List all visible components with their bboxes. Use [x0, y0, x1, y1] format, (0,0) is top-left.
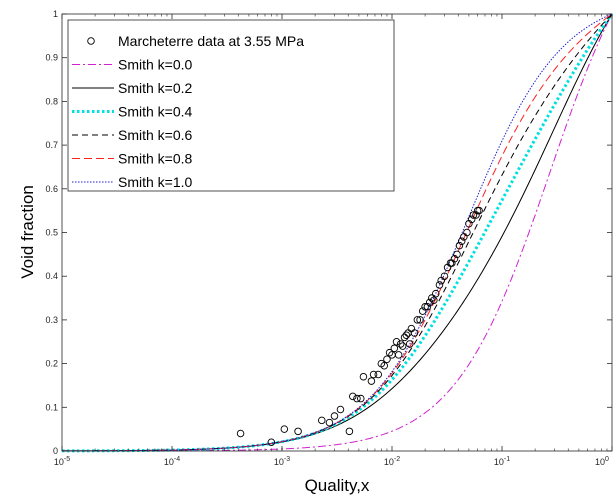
data-point — [345, 427, 354, 436]
y-tick-label: 0.9 — [45, 53, 58, 63]
data-point — [423, 303, 432, 311]
data-points — [236, 206, 483, 447]
data-point — [367, 377, 376, 385]
data-point — [450, 254, 459, 263]
x-tick-label: 10-3 — [274, 456, 290, 467]
x-tick-label-base: 10 — [595, 457, 605, 467]
x-tick-label-exponent: -2 — [394, 456, 400, 463]
data-point — [457, 237, 466, 245]
data-point — [410, 329, 419, 337]
y-tick-label: 0.6 — [45, 184, 58, 194]
y-tick-label: 0.8 — [45, 96, 58, 106]
data-point — [294, 427, 302, 436]
data-point — [406, 340, 414, 348]
x-tick-label-base: 10 — [384, 457, 394, 467]
x-tick-label: 10-5 — [54, 456, 70, 467]
data-point — [418, 307, 427, 315]
data-point — [369, 370, 378, 379]
data-point — [398, 342, 407, 350]
legend-label: Smith k=0.8 — [118, 151, 193, 167]
data-point — [455, 241, 464, 250]
data-point — [394, 351, 403, 359]
y-tick-label: 0.4 — [45, 271, 58, 281]
legend-marker — [87, 37, 95, 45]
data-point — [390, 344, 399, 353]
data-point — [402, 331, 411, 339]
y-tick-label: 0.3 — [45, 315, 58, 325]
x-tick-label: 10-4 — [164, 456, 180, 467]
data-point — [413, 316, 422, 324]
data-point — [359, 372, 368, 381]
legend-box — [67, 19, 395, 192]
data-point — [432, 289, 440, 298]
data-point — [383, 355, 391, 363]
y-tick-label: 0.7 — [45, 140, 58, 150]
x-tick-label-exponent: -5 — [64, 456, 70, 463]
series-line-smith-k-0-8 — [62, 13, 613, 452]
data-point — [463, 228, 471, 237]
data-point — [469, 211, 478, 219]
x-axis-label: Quality,x — [305, 476, 370, 495]
data-point — [353, 394, 361, 403]
data-point — [435, 281, 444, 289]
data-point — [357, 394, 365, 403]
data-point — [448, 259, 456, 267]
data-point — [453, 250, 461, 259]
y-axis-label: Void fraction — [18, 185, 37, 279]
data-point — [280, 425, 289, 433]
data-point — [380, 362, 388, 370]
x-tick-label-base: 10 — [54, 457, 64, 467]
data-point — [318, 416, 326, 425]
y-axis: 0 0.1 0.2 0.3 0.4 0.5 0.6 0.7 0.8 0.9 1 — [45, 9, 612, 456]
x-axis: 10-5 10-4 10-3 10-2 10-1 100 — [54, 14, 613, 467]
data-point — [236, 429, 245, 438]
data-point — [421, 303, 429, 311]
y-tick-label: 1 — [53, 9, 58, 19]
data-point — [330, 412, 339, 420]
legend-label: Smith k=0.6 — [118, 127, 193, 143]
data-point — [325, 418, 334, 427]
x-tick-label-base: 10 — [494, 457, 504, 467]
legend-label: Smith k=0.2 — [118, 80, 193, 96]
y-tick-label: 0.1 — [45, 402, 58, 412]
data-point — [385, 348, 394, 357]
legend-label: Smith k=1.0 — [118, 174, 193, 190]
data-point — [440, 272, 449, 280]
x-tick-label-exponent: -1 — [504, 456, 510, 463]
x-tick-label: 10-2 — [384, 456, 400, 467]
y-tick-label: 0.2 — [45, 359, 58, 369]
x-tick-label: 10-1 — [494, 456, 510, 467]
data-point — [467, 215, 476, 224]
x-tick-label-base: 10 — [164, 457, 174, 467]
data-point — [416, 316, 424, 324]
y-tick-label: 0 — [53, 446, 58, 456]
x-tick-label-exponent: -3 — [284, 456, 290, 463]
data-point — [396, 340, 405, 348]
data-point — [430, 296, 438, 304]
data-point — [349, 392, 357, 401]
data-point — [374, 370, 383, 379]
data-point — [428, 294, 436, 302]
legend: Marcheterre data at 3.55 MPa Smith k=0.0 S… — [67, 19, 395, 192]
x-tick-label: 100 — [595, 456, 609, 467]
legend-label: Smith k=0.4 — [118, 104, 193, 120]
x-tick-label-exponent: -4 — [174, 456, 180, 463]
y-tick-label: 0.5 — [45, 228, 58, 238]
data-point — [475, 206, 483, 215]
x-tick-label-exponent: 0 — [605, 456, 609, 463]
data-point — [267, 438, 276, 447]
data-point — [392, 338, 401, 346]
x-tick-label-base: 10 — [274, 457, 284, 467]
data-point — [425, 298, 434, 307]
legend-label: Marcheterre data at 3.55 MPa — [118, 33, 304, 49]
legend-label: Smith k=0.0 — [118, 57, 193, 73]
data-point — [336, 405, 345, 414]
